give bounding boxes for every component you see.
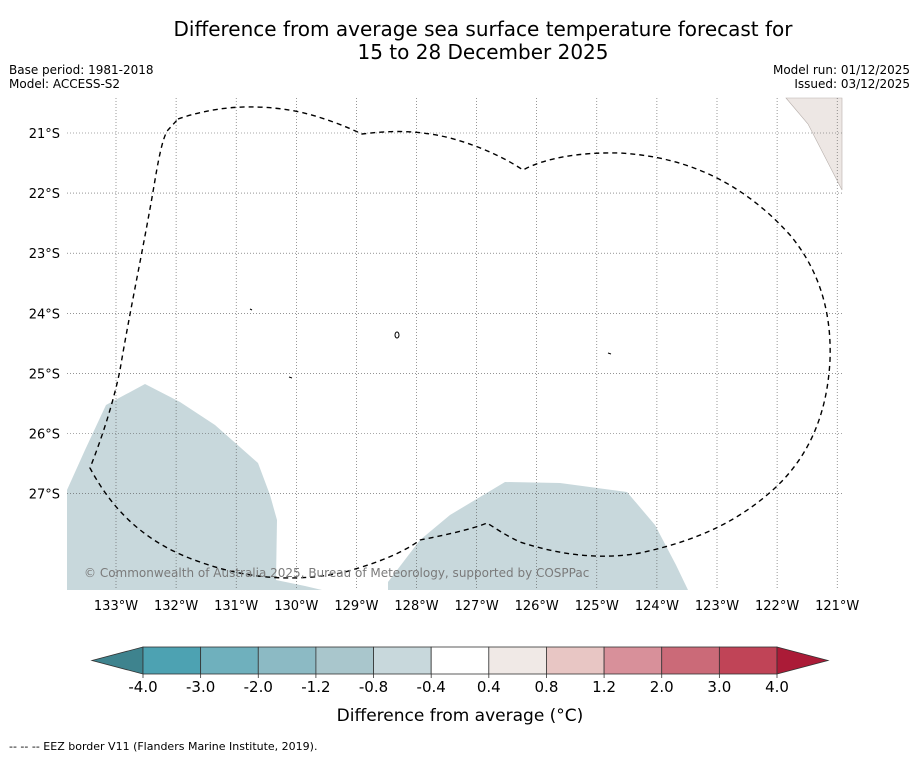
- colorbar-tick-label: 3.0: [707, 678, 731, 696]
- longitude-tick-label: 128°W: [394, 599, 438, 614]
- colorbar-tick-label: -2.0: [244, 678, 273, 696]
- chart-title: Difference from average sea surface temp…: [0, 18, 919, 64]
- longitude-tick-label: 131°W: [214, 599, 258, 614]
- colorbar-under-arrow: [90, 646, 144, 675]
- model-run: Model run: 01/12/2025: [772, 63, 910, 77]
- anomaly-area-east: [388, 482, 688, 590]
- colorbar-segment: [257, 646, 317, 675]
- colorbar-label: Difference from average (°C): [337, 706, 584, 726]
- latitude-gridlines: [67, 132, 842, 494]
- title-line-1: Difference from average sea surface temp…: [173, 17, 793, 41]
- colorbar-tick-label: 4.0: [765, 678, 789, 696]
- latitude-tick-label: 23°S: [29, 247, 60, 262]
- longitude-tick-label: 126°W: [515, 599, 559, 614]
- latitude-tick-label: 22°S: [29, 187, 60, 202]
- longitude-tick-label: 123°W: [695, 599, 739, 614]
- colorbar-segment: [603, 646, 663, 675]
- colorbar-segment: [315, 646, 374, 675]
- longitude-tick-label: 132°W: [154, 599, 198, 614]
- latitude-tick-label: 24°S: [29, 307, 60, 322]
- colorbar-segment: [488, 646, 547, 675]
- longitude-tick-label: 122°W: [755, 599, 799, 614]
- colorbar-tick-label: -3.0: [186, 678, 215, 696]
- anomaly-area-west: [67, 384, 322, 590]
- map-figure: 21°S22°S23°S24°S25°S26°S27°S 133°W 132°W 1…: [29, 97, 860, 726]
- colorbar-tick-label: -1.2: [301, 678, 330, 696]
- latitude-labels: 21°S 22°S 23°S 24°S 25°S 26°S 27°S: [29, 127, 60, 503]
- longitude-tick-label: 121°W: [815, 599, 859, 614]
- colorbar-tick-label: -0.8: [359, 678, 388, 696]
- colorbar-segment: [142, 646, 202, 675]
- eez-border: [89, 106, 831, 579]
- longitude-tick-label: 129°W: [334, 599, 378, 614]
- latitude-tick-label: 27°S: [29, 488, 60, 503]
- island: [288, 376, 293, 379]
- colorbar-segment: [430, 646, 490, 675]
- colorbar-segment: [661, 646, 720, 675]
- colorbar-tick-label: 0.4: [477, 678, 501, 696]
- issued-date: Issued: 03/12/2025: [794, 77, 910, 91]
- eez-legend: -- -- -- EEZ border V11 (Flanders Marine…: [9, 740, 318, 753]
- latitude-tick-label: 25°S: [29, 367, 60, 382]
- longitude-tick-label: 130°W: [274, 599, 318, 614]
- island: [394, 331, 400, 339]
- model-name: Model: ACCESS-S2: [9, 77, 121, 91]
- base-period: Base period: 1981-2018: [9, 63, 154, 77]
- latitude-tick-label: 26°S: [29, 428, 60, 443]
- title-line-2: 15 to 28 December 2025: [357, 40, 609, 64]
- meta-right: Model run: 01/12/2025 Issued: 03/12/2025: [773, 63, 910, 91]
- colorbar-tick-label: -0.4: [417, 678, 446, 696]
- copyright-watermark: © Commonwealth of Australia 2025, Bureau…: [84, 566, 589, 580]
- colorbar-tick-label: 1.2: [592, 678, 616, 696]
- colorbar-tick-label: 0.8: [535, 678, 559, 696]
- meta-left: Base period: 1981-2018 Model: ACCESS-S2: [9, 63, 154, 91]
- colorbar-tick-label: 2.0: [650, 678, 674, 696]
- longitude-tick-label: 127°W: [455, 599, 499, 614]
- longitude-tick-label: 133°W: [94, 599, 138, 614]
- colorbar-segment: [718, 646, 778, 675]
- island: [249, 308, 253, 311]
- colorbar: -4.0 -3.0 -2.0 -1.2 -0.8 -0.4 0.4 0.8 1.2 2.0 3.0 4…: [90, 646, 830, 696]
- longitude-tick-label: 124°W: [635, 599, 679, 614]
- longitude-labels: 133°W 132°W 131°W 130°W 129°W 128°W 127°W 126°W…: [94, 599, 860, 614]
- colorbar-segment: [200, 646, 259, 675]
- longitude-gridlines: [115, 98, 838, 590]
- colorbar-segment: [373, 646, 432, 675]
- colorbar-tick-label: -4.0: [128, 678, 157, 696]
- colorbar-over-arrow: [776, 646, 830, 675]
- longitude-tick-label: 125°W: [575, 599, 619, 614]
- island: [607, 352, 612, 355]
- colorbar-segment: [546, 646, 605, 675]
- land-polygon: [785, 97, 843, 191]
- latitude-tick-label: 21°S: [29, 127, 60, 142]
